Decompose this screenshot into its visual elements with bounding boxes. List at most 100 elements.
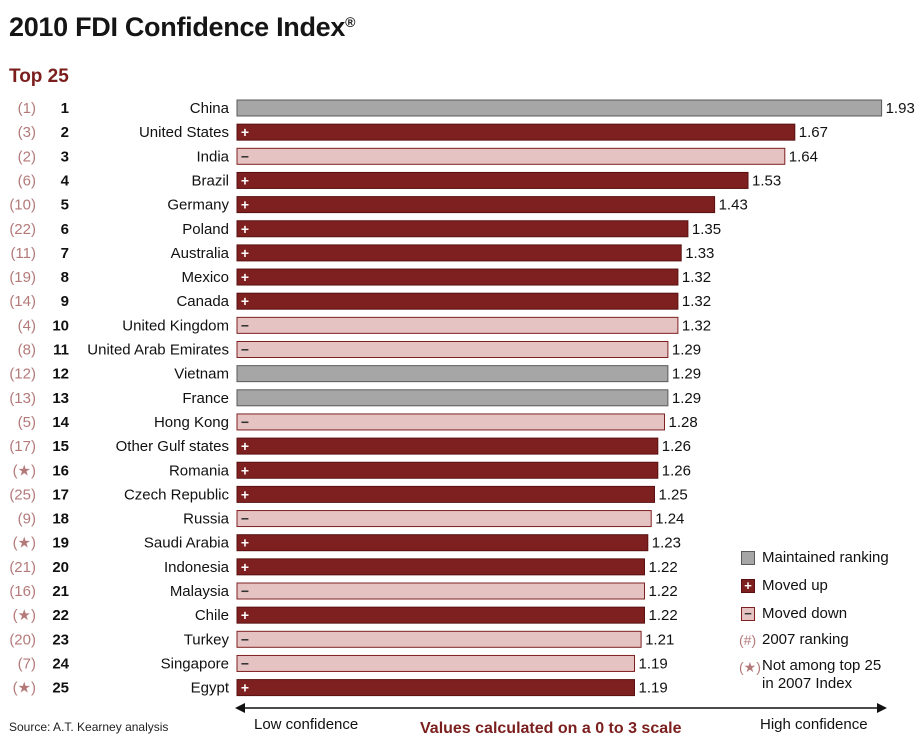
moved-up-marker: + xyxy=(241,293,249,309)
legend-label-moved-up: Moved up xyxy=(762,577,828,594)
value-label: 1.22 xyxy=(649,583,678,600)
axis-scale-note: Values calculated on a 0 to 3 scale xyxy=(420,720,682,737)
value-label: 1.35 xyxy=(692,221,721,238)
bar xyxy=(236,534,649,552)
legend-label-not-top25-line2: in 2007 Index xyxy=(762,675,853,692)
bar xyxy=(236,606,645,624)
bar xyxy=(236,630,642,648)
bar xyxy=(236,389,669,407)
rank-label: 13 xyxy=(52,390,69,407)
rank-label: 25 xyxy=(52,680,69,697)
country-label: Turkey xyxy=(184,631,230,648)
bar xyxy=(236,341,669,358)
chart-title-text: 2010 FDI Confidence Index xyxy=(9,12,346,42)
scale-axis-left-arrow xyxy=(235,703,245,713)
bar xyxy=(236,582,645,600)
moved-up-marker: + xyxy=(241,438,249,454)
legend-label-not-top25: Not among top 25 in 2007 Index xyxy=(762,657,881,693)
country-label: United States xyxy=(139,124,229,141)
bar-row: (1) 1 China 1.93 xyxy=(18,99,915,117)
rank-label: 12 xyxy=(52,366,69,383)
legend-swatch-moved-down: − xyxy=(741,607,755,621)
prev-rank-label: (3) xyxy=(18,124,36,141)
bar-row: (17) 15 Other Gulf states +1.26 xyxy=(9,437,691,455)
value-label: 1.25 xyxy=(659,486,688,503)
bar-row: (10) 5 Germany +1.43 xyxy=(9,196,748,214)
country-label: Saudi Arabia xyxy=(144,535,230,552)
axis-high-label: High confidence xyxy=(760,716,868,733)
prev-rank-label: (10) xyxy=(9,197,36,214)
moved-up-marker: + xyxy=(241,269,249,285)
bar xyxy=(236,413,665,431)
country-label: Hong Kong xyxy=(154,414,229,431)
rank-label: 5 xyxy=(61,197,69,214)
rank-label: 18 xyxy=(52,511,69,528)
prev-rank-label: (13) xyxy=(9,390,36,407)
scale-axis xyxy=(235,703,887,713)
moved-up-marker: + xyxy=(241,172,249,188)
country-label: Mexico xyxy=(181,269,229,286)
rank-label: 21 xyxy=(52,583,69,600)
country-label: Canada xyxy=(176,293,229,310)
rank-label: 9 xyxy=(61,293,69,310)
value-label: 1.93 xyxy=(886,100,915,117)
prev-rank-label: (25) xyxy=(9,486,36,503)
source-note: Source: A.T. Kearney analysis xyxy=(9,720,169,734)
bar-row: (9) 18 Russia − 1.24 xyxy=(18,510,684,528)
prev-rank-label: (17) xyxy=(9,438,36,455)
moved-up-marker: + xyxy=(241,535,249,551)
bar xyxy=(236,510,652,528)
country-label: Germany xyxy=(167,197,229,214)
bar xyxy=(236,316,679,334)
rank-label: 1 xyxy=(61,100,69,117)
country-label: Chile xyxy=(195,607,229,624)
moved-up-marker: + xyxy=(241,680,249,696)
bar-row: (16) 21 Malaysia − 1.22 xyxy=(9,582,678,600)
bar-row: (7) 24 Singapore − 1.19 xyxy=(18,654,668,672)
value-label: 1.67 xyxy=(799,124,828,141)
moved-down-marker: − xyxy=(241,342,249,358)
value-label: 1.32 xyxy=(682,317,711,334)
value-label: 1.29 xyxy=(672,366,701,383)
rank-label: 11 xyxy=(53,342,69,359)
moved-up-marker: + xyxy=(241,607,249,623)
country-label: United Arab Emirates xyxy=(87,342,229,359)
country-label: Indonesia xyxy=(164,559,230,576)
country-label: Singapore xyxy=(161,655,229,672)
value-label: 1.29 xyxy=(672,390,701,407)
country-label: Malaysia xyxy=(170,583,230,600)
bar-row: (2) 3 India − 1.64 xyxy=(18,147,818,165)
bar-row: (13) 13 France 1.29 xyxy=(9,389,701,407)
prev-rank-label: (14) xyxy=(9,293,36,310)
prev-rank-label: (11) xyxy=(10,245,36,262)
moved-up-marker: + xyxy=(241,197,249,213)
rank-label: 8 xyxy=(61,269,69,286)
prev-rank-label: (12) xyxy=(9,366,36,383)
moved-down-marker: − xyxy=(241,655,249,671)
plus-icon: + xyxy=(744,578,752,593)
rank-label: 15 xyxy=(52,438,69,455)
legend-swatch-moved-up: + xyxy=(741,579,755,593)
prev-rank-label: (1) xyxy=(18,100,36,117)
prev-rank-label: (★) xyxy=(13,607,36,624)
country-label: Brazil xyxy=(191,172,229,189)
bar-row: (★) 16 Romania +1.26 xyxy=(13,461,691,479)
rank-label: 3 xyxy=(61,148,69,165)
bar-row: (6) 4 Brazil +1.53 xyxy=(18,171,781,189)
bar-row: (21) 20 Indonesia +1.22 xyxy=(9,558,678,576)
bar xyxy=(236,654,635,672)
bar xyxy=(236,244,682,262)
bar-row: (5) 14 Hong Kong − 1.28 xyxy=(18,413,698,431)
legend-label-moved-down: Moved down xyxy=(762,605,848,622)
moved-up-marker: + xyxy=(241,245,249,261)
rank-label: 10 xyxy=(52,317,69,334)
rank-label: 2 xyxy=(61,124,69,141)
value-label: 1.43 xyxy=(719,197,748,214)
bar-row: (20) 23 Turkey − 1.21 xyxy=(9,630,674,648)
bar xyxy=(236,99,883,117)
value-label: 1.33 xyxy=(685,245,714,262)
bar-row: (25) 17 Czech Republic +1.25 xyxy=(9,485,688,503)
bar xyxy=(236,220,689,238)
prev-rank-label: (★) xyxy=(13,680,36,697)
moved-down-marker: − xyxy=(241,631,249,647)
